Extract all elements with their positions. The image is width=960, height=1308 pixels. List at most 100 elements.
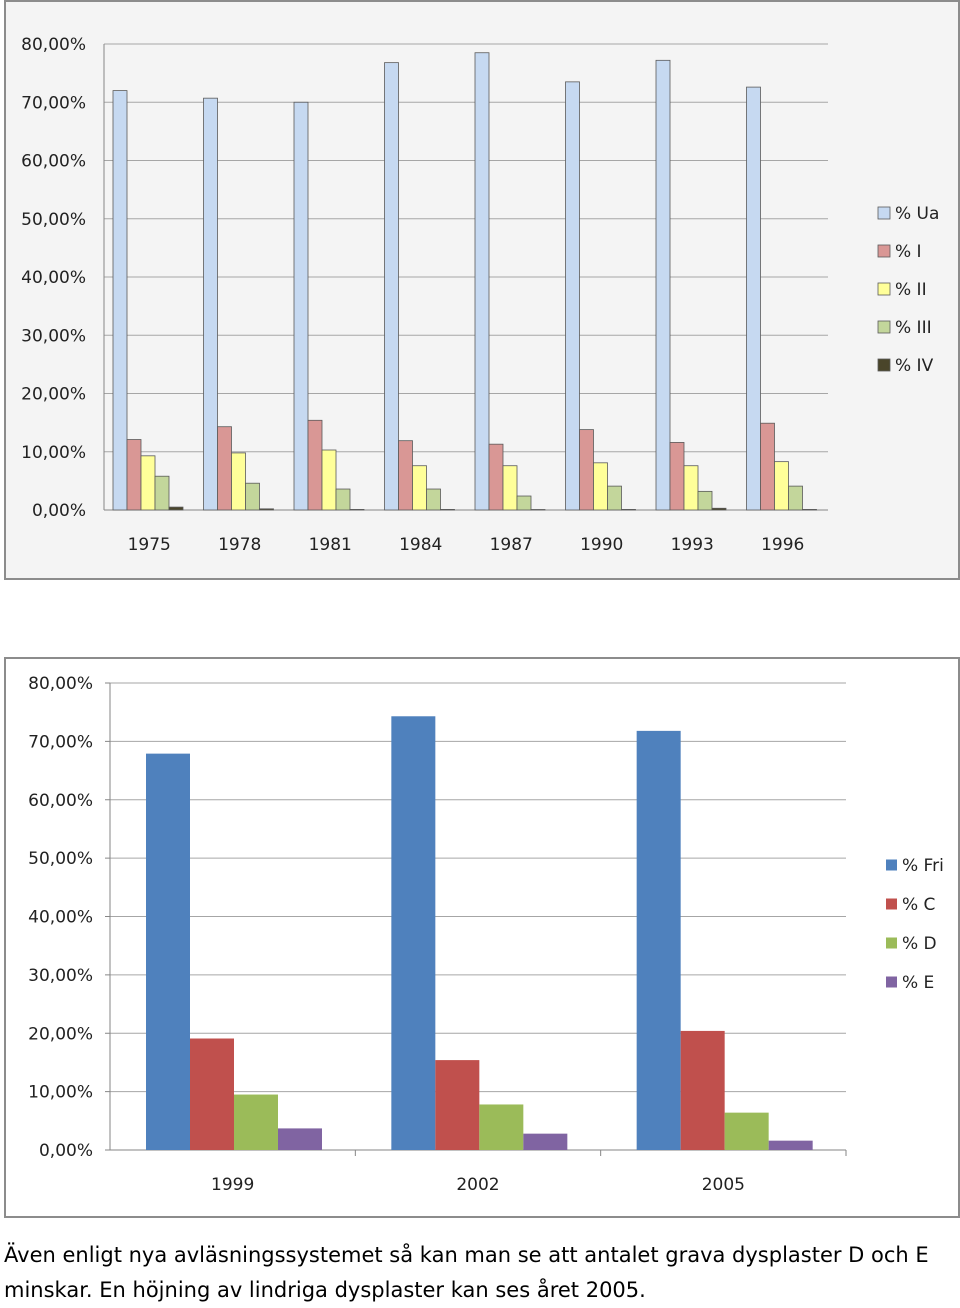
chart-1-legend-swatch [877, 320, 891, 334]
chart-1-x-tick-label: 1981 [309, 535, 352, 555]
chart-2-bar [768, 1140, 813, 1150]
chart-1-bar [154, 475, 170, 511]
chart-2-x-tick-label: 2005 [702, 1175, 745, 1195]
chart-2-bar [523, 1133, 568, 1150]
chart-1-bar [746, 86, 761, 511]
chart-2-y-tick-label: 20,00% [28, 1024, 93, 1044]
chart-1-x-tick-label: 1996 [761, 535, 804, 555]
chart-1-bar [593, 462, 608, 511]
chart-2-bar [636, 730, 681, 1150]
chart-2-legend-label: % C [902, 895, 935, 915]
chart-1-bar [474, 52, 490, 511]
chart-1-y-tick-label: 70,00% [21, 93, 86, 113]
chart-2-legend-swatch [886, 898, 897, 910]
chart-1-bar [669, 442, 685, 511]
chart-1-legend-swatch [877, 358, 891, 372]
chart-1-bar [440, 509, 455, 511]
chart-1-legend-label: % II [895, 280, 927, 300]
chart-1-bar [565, 81, 580, 511]
chart-1-bar [335, 488, 351, 511]
chart-1-x-tick-label: 1987 [490, 535, 533, 555]
chart-2-legend-swatch [886, 976, 897, 988]
chart-1-bar [307, 419, 323, 511]
chart-1-bar [349, 509, 365, 511]
chart-2-legend-label: % Fri [902, 856, 944, 876]
chart-1-y-tick-label: 10,00% [21, 443, 86, 463]
chart-1-bar [168, 506, 184, 511]
chart-2-x-tick-label: 2002 [456, 1175, 499, 1195]
chart-2-legend-swatch [886, 859, 897, 871]
chart-2-bar [680, 1030, 725, 1150]
chart-1-bar [502, 465, 518, 511]
chart-1-bar [384, 62, 399, 511]
chart-1-bar [711, 507, 727, 511]
chart-1-bar [683, 465, 699, 511]
chart-1-y-tick-label: 0,00% [32, 501, 86, 521]
chart-1-bar [579, 429, 594, 511]
chart-1-bar [488, 443, 504, 511]
chart-1-bar [760, 422, 775, 511]
chart-1-bar [412, 465, 427, 511]
chart-1-x-tick-label: 1993 [671, 535, 714, 555]
chart-1-legend-swatch [877, 244, 891, 258]
chart-2-y-tick-label: 10,00% [28, 1083, 93, 1103]
chart-1-bar [398, 440, 413, 511]
chart-1-legend-label: % III [895, 318, 932, 338]
chart-1-x-tick-label: 1984 [399, 535, 442, 555]
chart-1-bar [621, 509, 636, 511]
chart-1-bar [321, 449, 337, 511]
chart-2-y-tick-label: 80,00% [28, 674, 93, 694]
chart-2-svg: 0,00% 10,00% 20,00% 30,00% 40,00% 50,00% 60,00… [28, 674, 944, 1195]
chart-2-y-tick-label: 30,00% [28, 966, 93, 986]
chart-1-y-tick-label: 80,00% [21, 35, 86, 55]
chart-1-bar [516, 495, 532, 511]
caption-line-2: minskar. En höjning av lindriga dysplast… [4, 1278, 646, 1302]
chart-1-y-tick-label: 20,00% [21, 385, 86, 405]
chart-1-bar [140, 455, 156, 511]
chart-2-bar [146, 753, 190, 1150]
chart-1-y-tick-label: 50,00% [21, 210, 86, 230]
caption: Även enligt nya avläsningssystemet så ka… [4, 1238, 944, 1308]
chart-1-bar [655, 59, 671, 511]
chart-1-bar [802, 509, 817, 511]
chart-1-bar [774, 461, 789, 511]
chart-1-bar [530, 509, 546, 511]
chart-1-bar [217, 426, 232, 511]
chart-2-y-tick-label: 0,00% [39, 1141, 93, 1161]
chart-1-bar [697, 490, 713, 511]
chart-1-legend-swatch [877, 282, 891, 296]
chart-2-bar [435, 1060, 480, 1150]
chart-2-bar [724, 1112, 769, 1150]
chart-2-legend-swatch [886, 937, 897, 949]
chart-2-y-tick-label: 50,00% [28, 849, 93, 869]
chart-1-y-tick-label: 40,00% [21, 268, 86, 288]
caption-line-1: Även enligt nya avläsningssystemet så ka… [4, 1243, 929, 1267]
chart-1-bar [112, 90, 128, 511]
chart-2-legend-label: % E [902, 973, 934, 993]
chart-1-bar [203, 97, 218, 511]
chart-2-bar [479, 1104, 524, 1150]
chart-1-bar [293, 101, 309, 511]
chart-2-bar [234, 1094, 278, 1150]
chart-1-bar [245, 482, 260, 511]
chart-1-bar [259, 508, 274, 511]
chart-1-y-tick-label: 60,00% [21, 152, 86, 172]
chart-2-y-tick-label: 70,00% [28, 732, 93, 752]
chart-2-bar [190, 1038, 234, 1150]
chart-2-bar [391, 716, 436, 1150]
chart-1-legend-swatch [877, 206, 891, 220]
chart-1-bar [788, 485, 803, 511]
chart-1-legend-label: % IV [895, 356, 934, 376]
chart-1-x-tick-label: 1978 [218, 535, 261, 555]
chart-1-bar [126, 439, 142, 511]
chart-2-x-tick-label: 1999 [211, 1175, 254, 1195]
chart-1-bar [607, 485, 622, 511]
chart-1: 0,00% 10,00% 20,00% 30,00% 40,00% 50,00% 60,00… [4, 0, 960, 580]
chart-1-bar [231, 452, 246, 511]
chart-2-bar [278, 1128, 322, 1150]
chart-1-y-tick-label: 30,00% [21, 326, 86, 346]
chart-1-legend-label: % I [895, 242, 922, 262]
chart-1-x-tick-label: 1975 [128, 535, 171, 555]
chart-1-svg: 0,00% 10,00% 20,00% 30,00% 40,00% 50,00% 60,00… [21, 35, 939, 555]
chart-2: 0,00% 10,00% 20,00% 30,00% 40,00% 50,00% 60,00… [4, 657, 960, 1218]
